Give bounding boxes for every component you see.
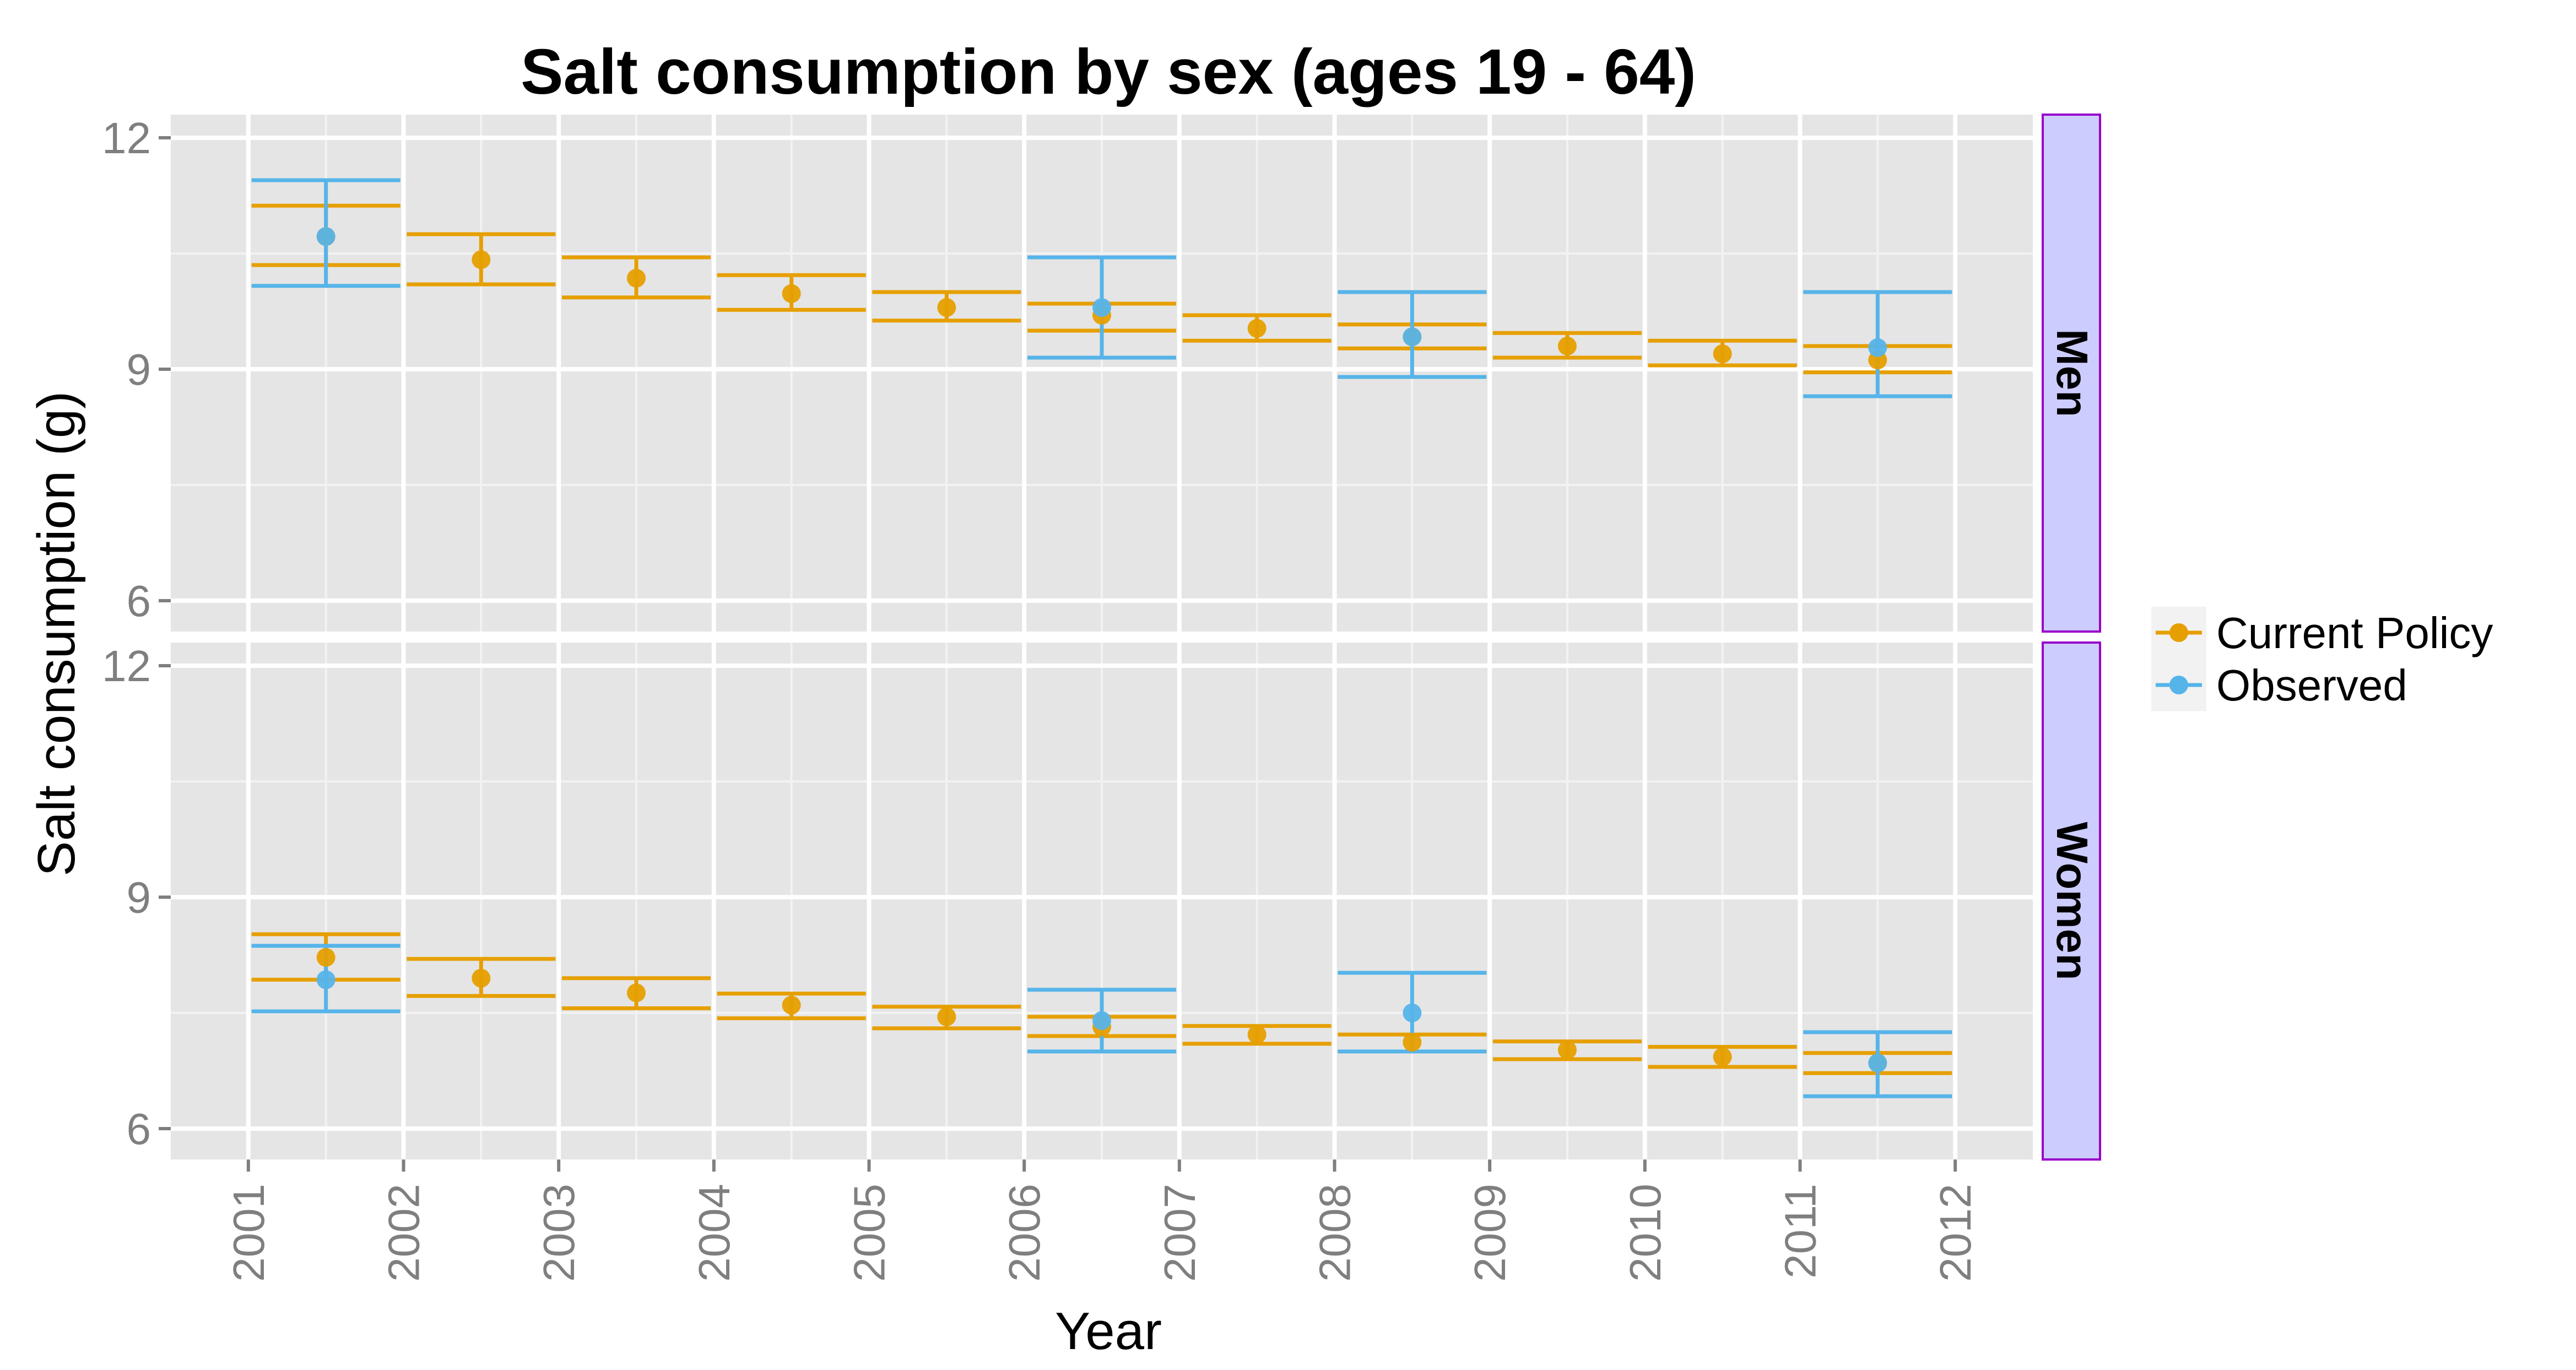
y-tick-label: 9 [127, 345, 151, 394]
data-point [1247, 1025, 1267, 1044]
data-point [937, 298, 956, 317]
data-point [627, 983, 646, 1002]
legend-label: Observed [2216, 661, 2407, 710]
facet-strip [2042, 114, 2101, 633]
x-tick-label: 2006 [1000, 1184, 1049, 1282]
data-point [782, 996, 801, 1015]
y-tick-label: 9 [127, 873, 151, 922]
x-tick-label: 2009 [1465, 1184, 1514, 1282]
data-point [1868, 1054, 1887, 1072]
data-point [937, 1007, 956, 1026]
data-point [316, 970, 335, 989]
data-point [1403, 1033, 1422, 1052]
data-point [472, 969, 491, 988]
facet-panel-women: 6 9 12 Women [102, 641, 2101, 1161]
series-observed [251, 178, 1952, 398]
x-tick-label: 2010 [1621, 1184, 1670, 1282]
data-point [1558, 1040, 1577, 1060]
legend-item: Observed [2151, 659, 2407, 711]
facet-strip-label: Women [2048, 822, 2097, 980]
data-point [782, 284, 801, 303]
data-point [1558, 337, 1577, 355]
data-point [1713, 344, 1732, 363]
data-point [1403, 1004, 1422, 1022]
facet-panel-men: 6 9 12 Men [102, 114, 2101, 633]
x-tick-label: 2011 [1776, 1184, 1825, 1279]
data-point [1868, 338, 1887, 357]
data-point [1247, 319, 1267, 338]
x-axis-label: Year [1055, 1302, 1162, 1361]
facet-strip-label: Men [2048, 329, 2097, 417]
legend-item: Current Policy [2151, 606, 2493, 659]
y-tick-label: 12 [102, 641, 151, 691]
x-tick-label: 2001 [224, 1184, 273, 1282]
data-point [1092, 1011, 1111, 1030]
legend-label: Current Policy [2216, 608, 2493, 657]
data-point [472, 250, 491, 269]
y-axis-label: Salt consumption (g) [27, 391, 86, 876]
x-tick-label: 2003 [534, 1184, 583, 1282]
data-point [316, 948, 335, 967]
x-tick-label: 2005 [845, 1184, 894, 1282]
x-tick-label: 2008 [1311, 1184, 1360, 1282]
chart-title: Salt consumption by sex (ages 19 - 64) [521, 36, 1696, 107]
data-point [1403, 327, 1422, 347]
data-point [1092, 298, 1111, 317]
facet-strip [2042, 641, 2101, 1161]
x-tick-label: 2012 [1931, 1184, 1980, 1282]
legend-key-point [2169, 623, 2188, 642]
x-tick-label: 2002 [380, 1184, 429, 1282]
y-tick-label: 6 [127, 576, 151, 625]
data-point [627, 268, 646, 288]
data-point [316, 227, 335, 246]
x-tick-label: 2007 [1155, 1184, 1204, 1282]
x-tick-label: 2004 [690, 1184, 739, 1282]
data-point [1713, 1047, 1732, 1066]
legend-key-point [2169, 676, 2188, 694]
y-tick-label: 12 [102, 114, 151, 163]
y-tick-label: 6 [127, 1104, 151, 1153]
